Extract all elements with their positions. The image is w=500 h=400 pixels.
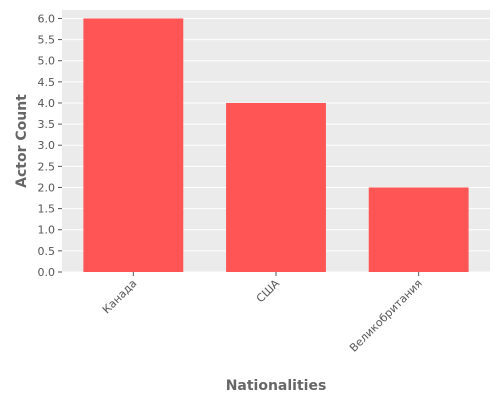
y-tick-label: 4.0	[38, 97, 56, 110]
y-tick-label: 3.0	[38, 139, 56, 152]
y-tick-label: 0.0	[38, 266, 56, 279]
y-tick-label: 6.0	[38, 12, 56, 25]
y-tick-label: 2.0	[38, 181, 56, 194]
y-axis-ticks: 0.0 0.5 1.0 1.5 2.0 2.5 3.0 3.5 4.0 4.5 5.0 5.5 6.0	[38, 12, 62, 279]
x-axis-ticks: Канада США Великобритания	[100, 272, 425, 355]
bars	[83, 18, 469, 272]
y-tick-label: 4.5	[38, 76, 56, 89]
y-tick-label: 0.5	[38, 245, 56, 258]
y-tick-label: 1.5	[38, 203, 56, 216]
y-tick-label: 5.5	[38, 34, 56, 47]
x-tick-label: США	[254, 277, 283, 306]
y-tick-label: 3.5	[38, 118, 56, 131]
y-tick-label: 5.0	[38, 55, 56, 68]
y-tick-label: 2.5	[38, 160, 56, 173]
x-axis-label: Nationalities	[226, 378, 327, 394]
y-tick-label: 1.0	[38, 224, 56, 237]
bar	[368, 187, 469, 272]
bar	[226, 102, 326, 272]
x-tick-label: Канада	[100, 277, 139, 316]
y-axis-label: Actor Count	[14, 94, 30, 188]
bar	[83, 18, 184, 272]
x-tick-label: Великобритания	[347, 277, 425, 355]
